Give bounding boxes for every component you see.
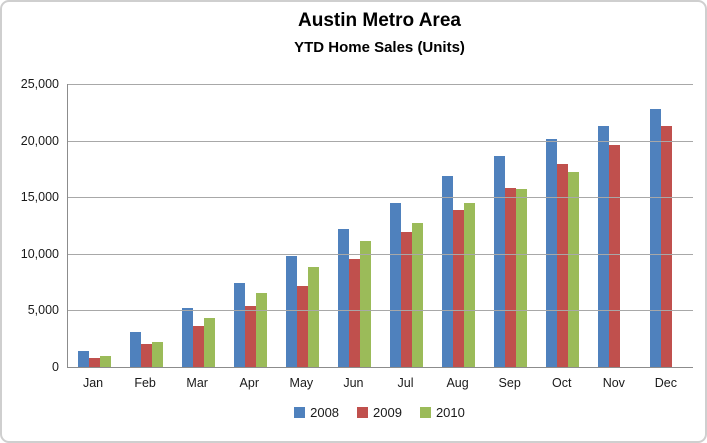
bar-2008-nov: [598, 125, 610, 367]
bar-2009-dec: [661, 125, 673, 367]
bar-2010-feb: [151, 341, 163, 367]
legend-item-2009: 2009: [357, 405, 402, 420]
plot-area: [67, 84, 693, 368]
bar-group-aug: [433, 84, 485, 367]
x-tick-label-nov: Nov: [602, 376, 625, 390]
gridline-20,000: [68, 140, 693, 142]
bar-group-mar: [172, 84, 224, 367]
bar-group-jan: [68, 84, 120, 367]
chart-title: Austin Metro Area: [298, 10, 461, 31]
bar-2010-may: [307, 267, 319, 367]
x-tick-label-jan: Jan: [82, 376, 104, 390]
x-tick-label-may: May: [289, 376, 314, 390]
legend-item-2010: 2010: [419, 405, 465, 420]
bar-2008-jun: [337, 228, 349, 367]
bar-2010-jun: [359, 241, 371, 367]
bar-2008-apr: [233, 283, 245, 367]
bar-2009-mar: [192, 325, 204, 367]
bar-2008-mar: [181, 308, 193, 367]
bar-2010-apr: [255, 293, 267, 367]
y-tick-label-5,000: 5,000: [27, 303, 59, 318]
legend: 2008 2009 2010: [67, 405, 692, 420]
bar-2008-jul: [390, 202, 401, 367]
legend-label-2008: 2008: [310, 405, 340, 420]
x-tick-label-jun: Jun: [343, 376, 364, 390]
bar-2010-aug: [464, 203, 476, 367]
bars-layer: [68, 84, 693, 367]
y-tick-label-25,000: 25,000: [20, 77, 59, 91]
bar-2009-nov: [609, 145, 621, 367]
legend-marker-icon-2009: [357, 407, 369, 418]
bar-2009-jun: [348, 258, 360, 367]
bar-group-apr: [224, 84, 276, 367]
bar-group-feb: [120, 84, 172, 367]
legend-item-2008: 2008: [294, 405, 339, 420]
gridline-10,000: [68, 253, 693, 255]
legend-label-2009: 2009: [373, 405, 402, 420]
bar-2008-sep: [494, 156, 506, 367]
x-tick-label-oct: Oct: [552, 376, 572, 390]
bar-2009-may: [296, 285, 308, 367]
bar-2010-jul: [412, 222, 423, 367]
bar-2008-aug: [442, 176, 454, 367]
x-tick-label-sep: Sep: [498, 376, 521, 390]
y-tick-label-10,000: 10,000: [20, 246, 59, 261]
x-tick-label-feb: Feb: [134, 376, 156, 390]
bar-group-nov: [589, 84, 641, 367]
chart-subtitle: YTD Home Sales (Units): [294, 39, 465, 56]
bar-2009-jul: [401, 232, 412, 367]
bar-2008-dec: [650, 109, 662, 367]
bar-2008-oct: [546, 138, 558, 367]
bar-2009-sep: [505, 187, 517, 367]
legend-marker-icon-2010: [419, 407, 431, 418]
gridline-5,000: [68, 310, 693, 312]
legend-label-2010: 2010: [435, 405, 465, 420]
x-tick-label-dec: Dec: [654, 376, 678, 390]
bar-2009-oct: [557, 164, 569, 367]
y-tick-label-0: 0: [52, 360, 59, 374]
legend-marker-icon-2008: [294, 407, 306, 418]
x-tick-label-mar: Mar: [186, 376, 208, 390]
bar-2010-jan: [99, 356, 111, 367]
bar-2009-aug: [453, 209, 465, 367]
bar-2010-sep: [516, 188, 528, 367]
bar-2009-apr: [244, 305, 256, 367]
y-tick-label-15,000: 15,000: [20, 190, 59, 205]
bar-group-dec: [641, 84, 693, 367]
bar-group-sep: [485, 84, 537, 367]
bar-group-jun: [328, 84, 380, 367]
bar-group-may: [276, 84, 328, 367]
gridline-15,000: [68, 197, 693, 199]
bar-2008-jan: [77, 351, 89, 367]
x-tick-label-aug: Aug: [446, 376, 469, 390]
gridline-25,000: [68, 84, 693, 85]
bar-2008-may: [285, 256, 297, 367]
y-tick-label-20,000: 20,000: [20, 133, 59, 148]
bar-2009-feb: [140, 343, 152, 367]
bar-group-oct: [537, 84, 589, 367]
bar-2009-jan: [88, 357, 100, 367]
x-tick-label-jul: Jul: [397, 376, 414, 390]
bar-2010-mar: [203, 318, 215, 367]
x-tick-label-apr: Apr: [239, 376, 259, 390]
bar-group-jul: [380, 84, 432, 367]
bar-2010-oct: [568, 172, 580, 367]
bar-2008-feb: [129, 332, 141, 367]
x-axis: Jan Feb Mar Apr May Jun Jul Aug Sep Oct Nov Dec: [67, 376, 692, 390]
